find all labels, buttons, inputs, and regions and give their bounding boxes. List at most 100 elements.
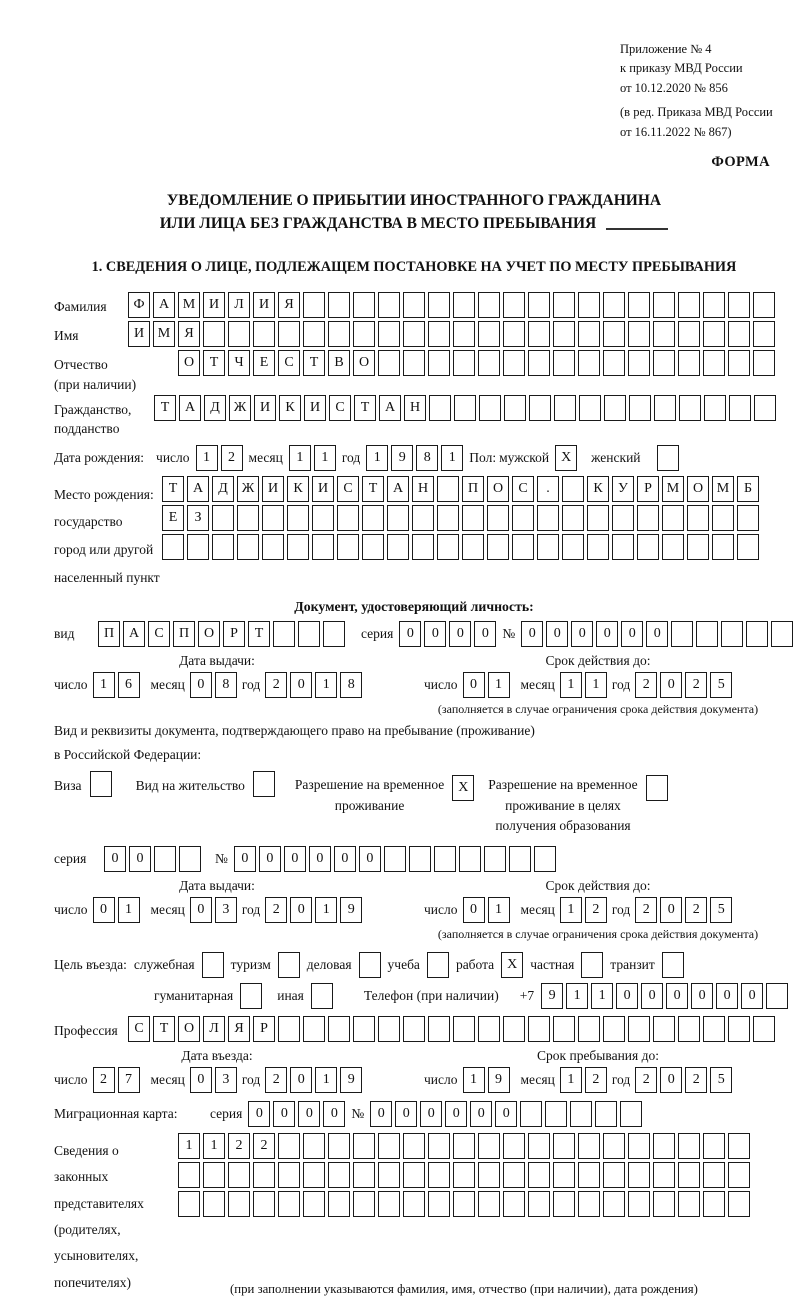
cell[interactable]: 1 xyxy=(315,672,338,699)
cell[interactable] xyxy=(678,1191,700,1218)
cell[interactable]: 2 xyxy=(685,897,708,924)
cell[interactable]: 0 xyxy=(462,897,485,924)
cell[interactable] xyxy=(378,321,400,348)
cell[interactable] xyxy=(612,504,634,531)
cell[interactable] xyxy=(426,952,449,979)
cell[interactable]: 1 xyxy=(313,444,336,471)
cell[interactable]: 0 xyxy=(716,983,739,1010)
cell[interactable]: 7 xyxy=(117,1067,140,1094)
cell[interactable]: Я xyxy=(278,292,300,319)
cell[interactable]: 0 xyxy=(660,897,683,924)
cell[interactable] xyxy=(656,444,679,471)
cell[interactable]: У xyxy=(612,475,634,502)
cell[interactable] xyxy=(328,1191,350,1218)
cell[interactable]: 1 xyxy=(203,1133,225,1160)
cell[interactable] xyxy=(453,1191,475,1218)
cell[interactable] xyxy=(520,1101,543,1128)
cell[interactable] xyxy=(553,321,575,348)
cell[interactable] xyxy=(328,1162,350,1189)
cell[interactable] xyxy=(353,1133,375,1160)
cell[interactable] xyxy=(353,321,375,348)
cell[interactable] xyxy=(653,1162,675,1189)
cell[interactable]: М xyxy=(712,475,734,502)
residence-permit-checkbox[interactable] xyxy=(252,771,275,798)
cell[interactable]: 2 xyxy=(92,1067,115,1094)
cell[interactable] xyxy=(403,1016,425,1043)
cell[interactable]: 1 xyxy=(559,1067,582,1094)
cell[interactable]: 0 xyxy=(333,846,356,873)
cell[interactable] xyxy=(603,1133,625,1160)
cell[interactable] xyxy=(428,1162,450,1189)
cell[interactable] xyxy=(578,292,600,319)
cell[interactable] xyxy=(378,1162,400,1189)
cell[interactable] xyxy=(653,321,675,348)
cell[interactable] xyxy=(712,504,734,531)
cell[interactable] xyxy=(453,1162,475,1189)
cell[interactable] xyxy=(578,350,600,377)
cell[interactable] xyxy=(581,952,604,979)
cell[interactable]: 5 xyxy=(710,1067,733,1094)
cell[interactable] xyxy=(503,321,525,348)
cell[interactable] xyxy=(603,1162,625,1189)
cell[interactable]: 1 xyxy=(366,444,389,471)
cell[interactable] xyxy=(383,846,406,873)
cell[interactable] xyxy=(428,1016,450,1043)
cell[interactable]: 0 xyxy=(273,1101,296,1128)
cell[interactable] xyxy=(253,1162,275,1189)
cell[interactable] xyxy=(278,1016,300,1043)
cell[interactable] xyxy=(671,621,694,648)
cell[interactable] xyxy=(603,1016,625,1043)
cell[interactable]: 2 xyxy=(635,897,658,924)
cell[interactable] xyxy=(203,1191,225,1218)
cell[interactable] xyxy=(203,321,225,348)
cell[interactable] xyxy=(678,1016,700,1043)
cell[interactable] xyxy=(537,533,559,560)
cell[interactable] xyxy=(771,621,794,648)
cell[interactable] xyxy=(528,1162,550,1189)
cell[interactable] xyxy=(766,983,789,1010)
cell[interactable]: 0 xyxy=(298,1101,321,1128)
cell[interactable] xyxy=(362,533,384,560)
cell[interactable] xyxy=(312,533,334,560)
cell[interactable]: . xyxy=(537,475,559,502)
cell[interactable] xyxy=(328,321,350,348)
cell[interactable]: 1 xyxy=(92,672,115,699)
cell[interactable] xyxy=(637,504,659,531)
cell[interactable]: М xyxy=(178,292,200,319)
cell[interactable] xyxy=(587,504,609,531)
cell[interactable] xyxy=(273,621,295,648)
cell[interactable]: 0 xyxy=(596,621,619,648)
cell[interactable]: О xyxy=(687,475,709,502)
cell[interactable] xyxy=(453,350,475,377)
cell[interactable] xyxy=(278,1162,300,1189)
cell[interactable] xyxy=(728,1162,750,1189)
cell[interactable]: В xyxy=(328,350,350,377)
cell[interactable]: А xyxy=(179,394,201,421)
cell[interactable] xyxy=(303,321,325,348)
cell[interactable]: 0 xyxy=(691,983,714,1010)
cell[interactable]: 0 xyxy=(189,672,212,699)
cell[interactable] xyxy=(462,504,484,531)
cell[interactable]: 0 xyxy=(666,983,689,1010)
cell[interactable]: 0 xyxy=(621,621,644,648)
cell[interactable] xyxy=(678,1133,700,1160)
cell[interactable]: 2 xyxy=(584,1067,607,1094)
cell[interactable]: М xyxy=(662,475,684,502)
edu-permit-checkbox[interactable] xyxy=(645,775,668,802)
cell[interactable] xyxy=(277,952,300,979)
cell[interactable]: С xyxy=(337,475,359,502)
cell[interactable]: 9 xyxy=(487,1067,510,1094)
cell[interactable] xyxy=(428,321,450,348)
cell[interactable]: 1 xyxy=(441,444,464,471)
